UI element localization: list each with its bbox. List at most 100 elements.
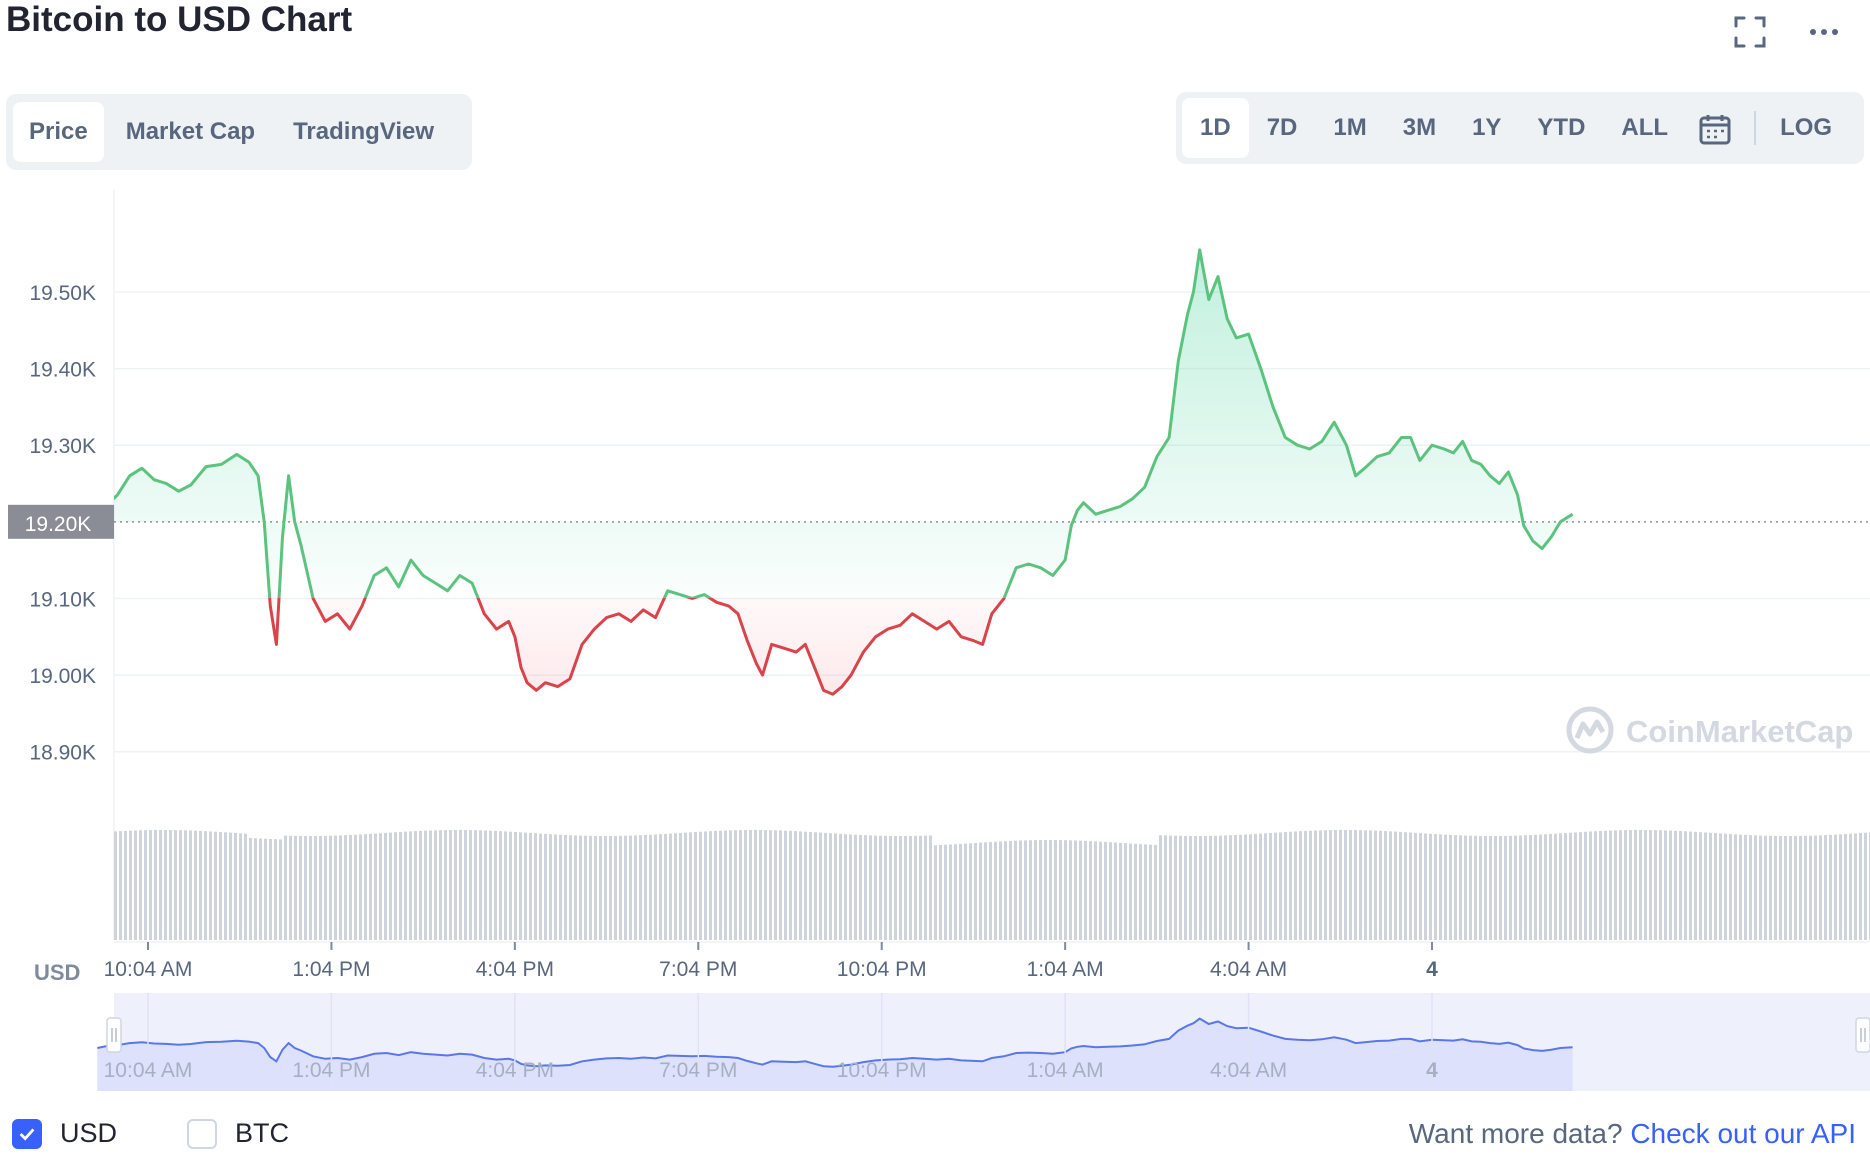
volume-bar [129,830,132,940]
volume-bar [1214,835,1217,940]
tab-7d[interactable]: 7D [1266,114,1298,141]
volume-bar [884,835,887,940]
y-tick-label: 19.00K [29,665,96,688]
tab-ytd[interactable]: YTD [1537,114,1586,141]
tab-all[interactable]: ALL [1621,114,1669,141]
volume-bar [1149,844,1152,940]
volume-bar [504,831,507,940]
chart-type-tabs: Price Market Cap TradingView [6,94,472,170]
volume-bar [549,834,552,940]
volume-bar [1389,831,1392,940]
tab-3m[interactable]: 3M [1402,114,1437,141]
volume-bar [1279,832,1282,940]
volume-bar [579,835,582,940]
volume-bar [624,835,627,940]
volume-bar [639,835,642,940]
watermark-text: CoinMarketCap [1626,714,1853,749]
x-tick-label: 10:04 PM [837,958,927,981]
baseline-tag: 19.20K [8,504,114,539]
volume-bar [719,830,722,940]
volume-bar [1479,835,1482,940]
tab-1y[interactable]: 1Y [1472,114,1502,141]
tab-1m[interactable]: 1M [1333,114,1367,141]
volume-bar [1564,833,1567,940]
volume-bar [1534,834,1537,940]
volume-bar [1764,835,1767,940]
volume-bar [1799,835,1802,940]
volume-bar [474,830,477,940]
volume-bar [1379,830,1382,940]
volume-bar [604,836,607,940]
volume-bar [569,835,572,940]
fullscreen-icon[interactable] [1730,12,1770,52]
volume-bar [724,830,727,940]
api-promo-text: Want more data? [1408,1118,1623,1149]
volume-bar [859,834,862,940]
usd-checkbox[interactable] [12,1118,42,1149]
navigator-line [97,1017,1573,1068]
volume-bar [1449,834,1452,940]
volume-bar [1769,835,1772,940]
legend-usd[interactable]: USD [12,1118,117,1149]
volume-bar [929,835,932,940]
log-toggle[interactable]: LOG [1780,114,1833,141]
volume-bar [774,830,777,940]
calendar-icon[interactable] [1686,98,1744,158]
volume-bar [999,841,1002,940]
volume-bar [249,837,252,940]
volume-bar [1474,835,1477,940]
volume-bar [224,832,227,940]
volume-bar [874,835,877,940]
volume-bar [849,834,852,940]
api-link[interactable]: Check out our API [1630,1118,1856,1149]
tab-1d[interactable]: 1D [1182,98,1249,158]
volume-bar [1069,840,1072,940]
volume-bar [239,833,242,940]
volume-bar [964,843,967,940]
price-chart: CoinMarketCap 18.90K 19.00K 19.10K 19.30K 19… [8,190,1870,1091]
volume-bar [1249,834,1252,940]
volume-bar [574,835,577,940]
volume-bar [114,831,117,940]
range-handle-icon[interactable] [106,1017,122,1053]
volume-bar [779,830,782,940]
volume-bar [669,833,672,940]
more-options-icon[interactable] [1804,12,1844,52]
tab-market-cap[interactable]: Market Cap [125,118,256,145]
volume-bar [454,830,457,940]
volume-bar [1744,834,1747,940]
coinmarketcap-logo-icon [1566,706,1614,754]
volume-bar [839,833,842,940]
volume-bar [1219,835,1222,940]
volume-bar [1544,834,1547,940]
volume-bar [924,835,927,940]
range-navigator[interactable]: 10:04 AM 1:04 PM 4:04 PM 7:04 PM 10:04 PM 1:0… [97,993,1870,1091]
tab-price[interactable]: Price [13,102,104,162]
volume-bar [1734,834,1737,940]
volume-bar [1374,830,1377,940]
navigator-tick-label: 10:04 AM [104,1059,193,1082]
volume-bar [899,835,902,940]
page-title: Bitcoin to USD Chart [6,0,353,39]
volume-bar [889,835,892,940]
volume-bar [1274,832,1277,940]
volume-bar [439,830,442,940]
y-tick-label: 18.90K [29,742,96,765]
volume-bar [1384,831,1387,940]
volume-bar [1064,840,1067,940]
volume-bar [374,833,377,940]
volume-bar [1639,830,1642,940]
navigator-tick-label: 1:04 AM [1027,1059,1104,1082]
volume-bar [484,830,487,940]
range-handle-icon[interactable] [1855,1017,1870,1053]
volume-bar [1199,835,1202,940]
volume-bar [949,844,952,940]
volume-bar [764,830,767,940]
volume-bars [114,830,1870,940]
volume-bar [209,831,212,940]
btc-checkbox[interactable] [187,1118,217,1149]
tab-tradingview[interactable]: TradingView [293,118,435,145]
navigator-tick-label: 10:04 PM [837,1059,927,1082]
volume-bar [694,831,697,940]
legend-btc[interactable]: BTC [187,1118,289,1149]
